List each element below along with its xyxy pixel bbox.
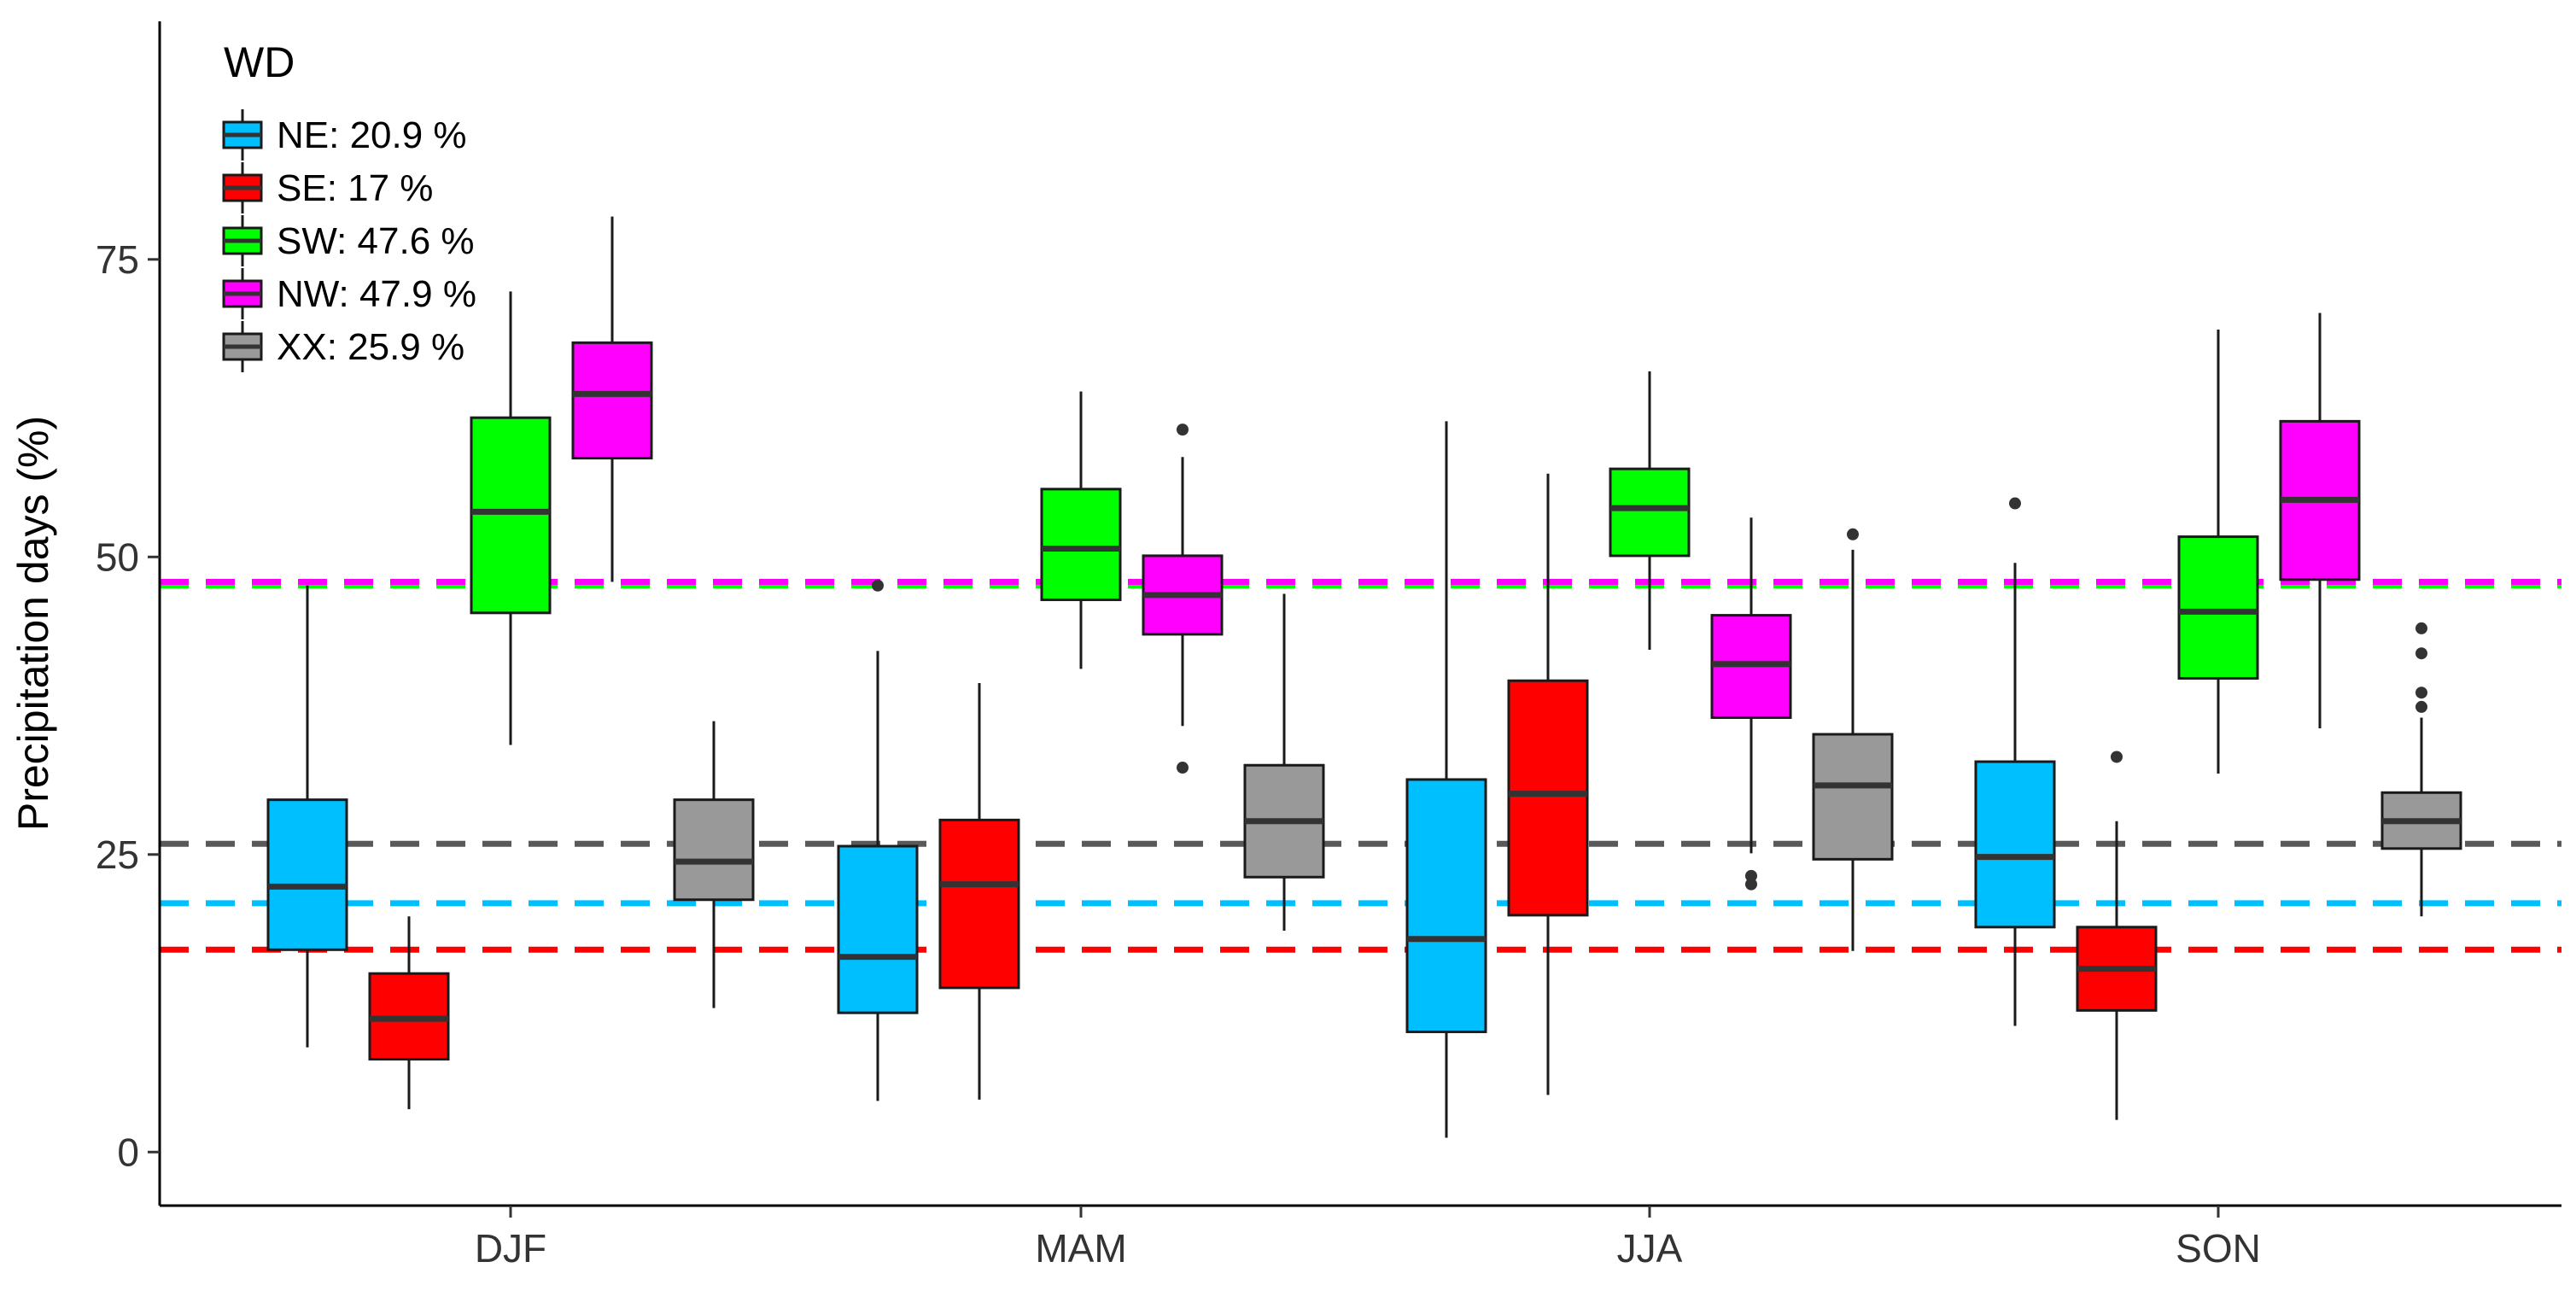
box-body <box>571 341 653 460</box>
reference-lines <box>160 579 2561 953</box>
box-body <box>1609 467 1691 558</box>
legend: WD NE: 20.9 % SE: 17 % SW: 47.6 % NW: 47.9 … <box>222 38 476 372</box>
y-axis-title: Precipitation days (%) <box>9 416 57 831</box>
legend-label: NW: 47.9 % <box>277 273 476 315</box>
outlier-point <box>1177 762 1189 774</box>
x-tick-label-jja: JJA <box>1617 1226 1683 1271</box>
x-tick-label-son: SON <box>2176 1226 2261 1271</box>
outlier-point <box>2415 647 2427 660</box>
box-ne-mam <box>837 579 919 1101</box>
legend-title: WD <box>224 38 295 86</box>
box-body <box>1507 679 1589 917</box>
legend-item-nw: NW: 47.9 % <box>222 268 476 319</box>
box-sw-jja <box>1609 371 1691 651</box>
box-body <box>1040 488 1122 601</box>
legend-item-xx: XX: 25.9 % <box>222 321 464 372</box>
legend-item-sw: SW: 47.6 % <box>222 215 475 266</box>
outlier-point <box>2415 700 2427 713</box>
outlier-point <box>2111 751 2123 763</box>
outlier-point <box>1847 528 1859 540</box>
x-tick-label-djf: DJF <box>475 1226 546 1271</box>
legend-label: NE: 20.9 % <box>277 114 467 156</box>
box-ne-son <box>1974 497 2056 1026</box>
x-tick-label-mam: MAM <box>1035 1226 1126 1271</box>
outlier-point <box>2009 497 2021 510</box>
box-xx-jja <box>1812 528 1894 951</box>
box-xx-son <box>2380 622 2462 917</box>
box-se-jja <box>1507 473 1589 1095</box>
legend-item-ne: NE: 20.9 % <box>222 109 467 161</box>
y-axis-ticks: 0 25 50 75 <box>96 237 160 1174</box>
y-tick-label-25: 25 <box>96 832 139 877</box>
box-body <box>470 416 552 615</box>
legend-label: SE: 17 % <box>277 167 433 209</box>
box-se-mam <box>938 683 1020 1100</box>
outlier-point <box>2415 622 2427 634</box>
box-nw-djf <box>571 216 653 582</box>
box-body <box>837 844 919 1014</box>
box-nw-jja <box>1710 517 1792 891</box>
box-groups <box>266 216 2462 1138</box>
outlier-point <box>1177 424 1189 436</box>
outlier-point <box>2415 686 2427 699</box>
legend-item-se: SE: 17 % <box>222 162 433 213</box>
box-xx-djf <box>673 721 755 1008</box>
y-tick-label-75: 75 <box>96 237 139 282</box>
y-tick-label-50: 50 <box>96 535 139 579</box>
legend-entries: NE: 20.9 % SE: 17 % SW: 47.6 % NW: 47.9 % XX… <box>222 109 476 372</box>
box-body <box>1974 760 2056 929</box>
box-body <box>938 818 1020 990</box>
box-body <box>673 798 755 902</box>
outlier-point <box>1745 869 1757 882</box>
x-axis-ticks: DJF MAM JJA SON <box>475 1206 2261 1271</box>
box-body <box>1405 778 1487 1033</box>
legend-label: XX: 25.9 % <box>277 326 464 368</box>
box-body <box>2177 535 2259 680</box>
box-sw-mam <box>1040 391 1122 669</box>
box-nw-mam <box>1142 424 1224 774</box>
box-se-djf <box>368 916 450 1110</box>
box-nw-son <box>2279 313 2361 729</box>
box-sw-djf <box>470 291 552 745</box>
box-xx-mam <box>1243 593 1325 931</box>
outlier-point <box>1745 878 1757 891</box>
box-se-son <box>2076 751 2158 1120</box>
box-ne-jja <box>1405 421 1487 1138</box>
outlier-point <box>872 579 884 592</box>
box-body <box>266 798 348 951</box>
box-ne-djf <box>266 585 348 1048</box>
legend-label: SW: 47.6 % <box>277 220 475 262</box>
box-body <box>1812 733 1894 861</box>
box-sw-son <box>2177 330 2259 774</box>
y-tick-label-0: 0 <box>117 1130 139 1174</box>
